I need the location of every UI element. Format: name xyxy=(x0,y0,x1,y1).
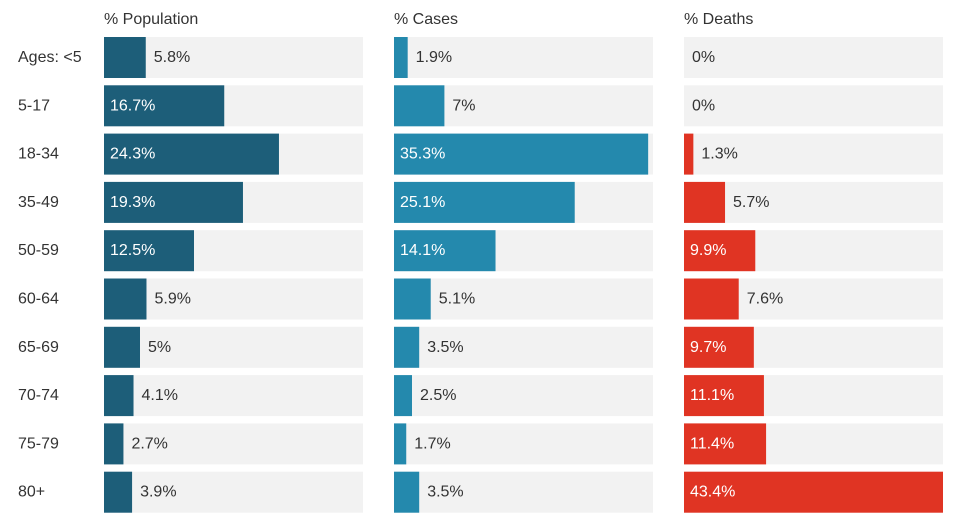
bar xyxy=(684,230,756,272)
category-label: 65-69 xyxy=(18,339,59,356)
panel-title: % Population xyxy=(104,11,198,28)
data-label: 7.6% xyxy=(747,291,783,308)
data-label: 5.7% xyxy=(733,194,769,211)
bar xyxy=(684,181,726,223)
bar xyxy=(394,181,575,223)
data-label: 35.3% xyxy=(400,146,445,163)
data-label: 9.7% xyxy=(690,339,726,356)
panel-title: % Deaths xyxy=(684,11,753,28)
bar-track xyxy=(394,423,653,465)
category-label: 80+ xyxy=(18,484,45,501)
bar xyxy=(104,133,279,175)
data-label: 11.4% xyxy=(690,435,734,452)
bar xyxy=(104,37,146,78)
bar-track xyxy=(104,375,363,417)
data-label: 2.5% xyxy=(420,387,456,404)
category-label: 75-79 xyxy=(18,435,59,452)
data-label: 5.1% xyxy=(439,291,475,308)
data-label: 5% xyxy=(148,339,171,356)
data-label: 11.1% xyxy=(690,387,734,404)
bar-track xyxy=(104,471,363,513)
bar-track xyxy=(394,326,653,368)
bar xyxy=(394,471,420,513)
bar xyxy=(684,375,764,417)
bar-track xyxy=(104,326,363,368)
panel-title: % Cases xyxy=(394,11,458,28)
data-label: 7% xyxy=(452,97,475,114)
data-label: 9.9% xyxy=(690,242,726,259)
category-label: 18-34 xyxy=(18,146,59,163)
data-label: 25.1% xyxy=(400,194,445,211)
bar xyxy=(684,133,694,175)
bar-track xyxy=(684,133,943,175)
data-label: 5.9% xyxy=(154,291,190,308)
data-label: 1.9% xyxy=(416,49,452,66)
bar xyxy=(104,423,124,465)
bar xyxy=(394,375,412,417)
bar xyxy=(684,423,767,465)
data-label: 19.3% xyxy=(110,194,155,211)
bar xyxy=(104,230,194,272)
data-label: 43.4% xyxy=(690,484,735,501)
data-label: 12.5% xyxy=(110,242,155,259)
data-label: 3.5% xyxy=(427,484,463,501)
bar-track xyxy=(684,85,943,127)
bar-track xyxy=(394,375,653,417)
bar xyxy=(684,278,739,320)
data-label: 14.1% xyxy=(400,242,445,259)
category-label: 50-59 xyxy=(18,242,59,259)
bar xyxy=(394,326,420,368)
bar-track xyxy=(684,37,943,78)
bar-track xyxy=(104,278,363,320)
bar xyxy=(104,181,243,223)
data-label: 0% xyxy=(692,97,715,114)
category-label: Ages: <5 xyxy=(18,49,82,66)
bar xyxy=(104,375,134,417)
bar xyxy=(394,230,496,272)
bar xyxy=(394,133,649,175)
data-label: 1.3% xyxy=(701,146,737,163)
data-label: 3.5% xyxy=(427,339,463,356)
data-label: 3.9% xyxy=(140,484,176,501)
bar xyxy=(104,85,225,127)
category-label: 70-74 xyxy=(18,387,59,404)
bar xyxy=(394,85,445,127)
data-label: 2.7% xyxy=(131,435,167,452)
data-label: 5.8% xyxy=(154,49,190,66)
bar-track xyxy=(394,278,653,320)
bar-track xyxy=(394,471,653,513)
bar-track xyxy=(104,37,363,78)
bar xyxy=(684,326,754,368)
data-label: 4.1% xyxy=(142,387,178,404)
bar-track xyxy=(684,181,943,223)
data-label: 0% xyxy=(692,49,715,66)
bar xyxy=(394,278,431,320)
data-label: 16.7% xyxy=(110,97,155,114)
bar-track xyxy=(394,37,653,78)
category-label: 5-17 xyxy=(18,97,50,114)
bar-track xyxy=(104,423,363,465)
bar xyxy=(104,326,140,368)
bar xyxy=(104,471,133,513)
data-label: 1.7% xyxy=(414,435,450,452)
bar xyxy=(104,278,147,320)
bar xyxy=(394,423,407,465)
bar xyxy=(394,37,408,78)
data-label: 24.3% xyxy=(110,146,155,163)
category-label: 35-49 xyxy=(18,194,59,211)
bar xyxy=(684,471,943,513)
category-label: 60-64 xyxy=(18,291,59,308)
